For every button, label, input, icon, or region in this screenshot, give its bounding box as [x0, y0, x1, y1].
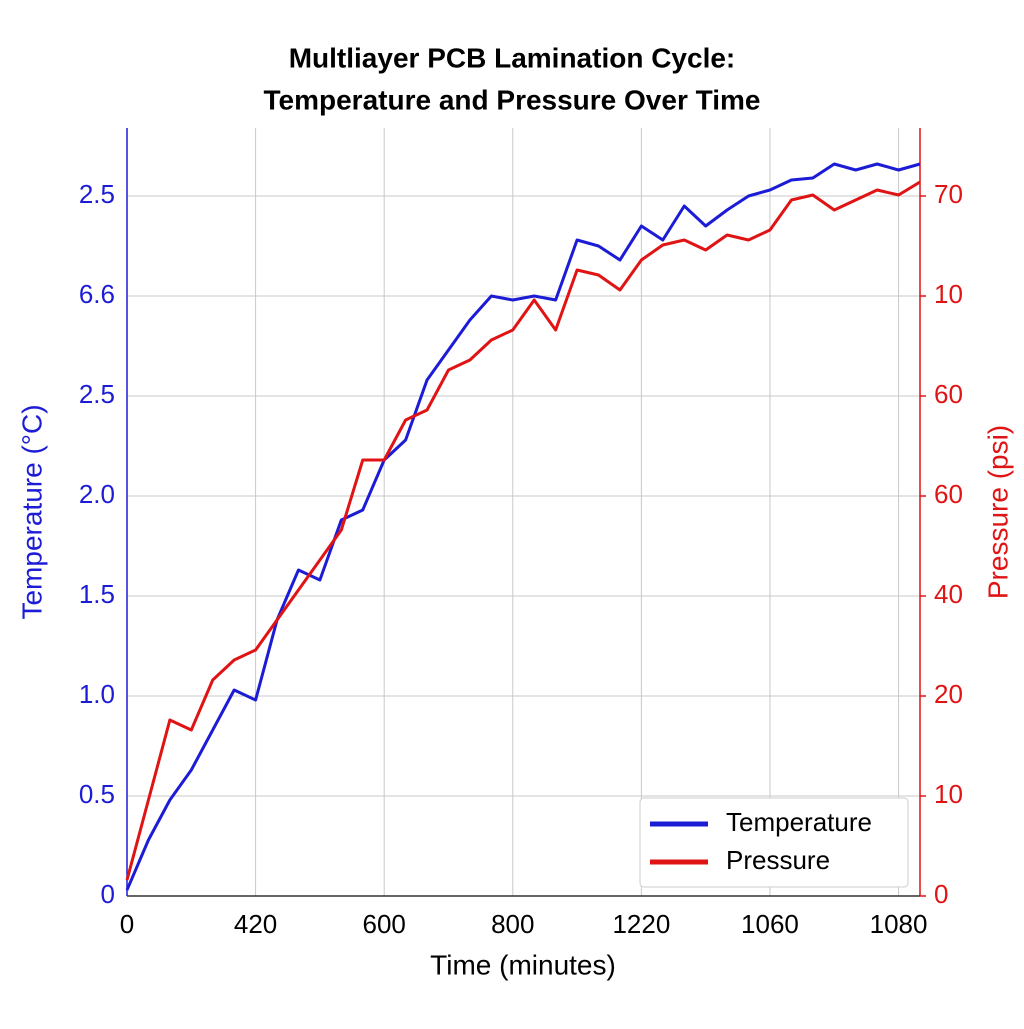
y2-tick-label: 20 [934, 679, 963, 709]
y-tick-label: 2.0 [79, 479, 115, 509]
legend-label: Pressure [726, 845, 830, 875]
x-tick-label: 420 [234, 909, 277, 939]
x-tick-label: 1060 [741, 909, 799, 939]
chart-title: Multliayer PCB Lamination Cycle: [289, 42, 736, 73]
y2-tick-label: 10 [934, 779, 963, 809]
y-tick-label: 2.5 [79, 379, 115, 409]
y2-tick-label: 60 [934, 379, 963, 409]
legend-label: Temperature [726, 807, 872, 837]
y2-tick-label: 0 [934, 879, 948, 909]
y-tick-label: 0 [101, 879, 115, 909]
y-tick-label: 1.5 [79, 579, 115, 609]
y-tick-label: 2.5 [79, 179, 115, 209]
legend-box [639, 797, 909, 888]
chart-title: Temperature and Pressure Over Time [264, 84, 761, 115]
y2-tick-label: 60 [934, 479, 963, 509]
x-tick-label: 600 [362, 909, 405, 939]
y2-axis-label: Pressure (psi) [982, 425, 1013, 599]
y2-tick-label: 70 [934, 179, 963, 209]
y-tick-label: 6.6 [79, 279, 115, 309]
y-axis-label: Temperature (°C) [16, 404, 47, 619]
x-tick-label: 1220 [612, 909, 670, 939]
y2-tick-label: 40 [934, 579, 963, 609]
x-tick-label: 800 [491, 909, 534, 939]
data-line [125, 180, 921, 881]
data-line [125, 162, 921, 891]
y-tick-label: 0.5 [79, 779, 115, 809]
x-tick-label: 0 [120, 909, 134, 939]
y2-tick-label: 10 [934, 279, 963, 309]
x-axis-label: Time (minutes) [430, 949, 616, 980]
y-tick-label: 1.0 [79, 679, 115, 709]
x-tick-label: 1080 [870, 909, 928, 939]
